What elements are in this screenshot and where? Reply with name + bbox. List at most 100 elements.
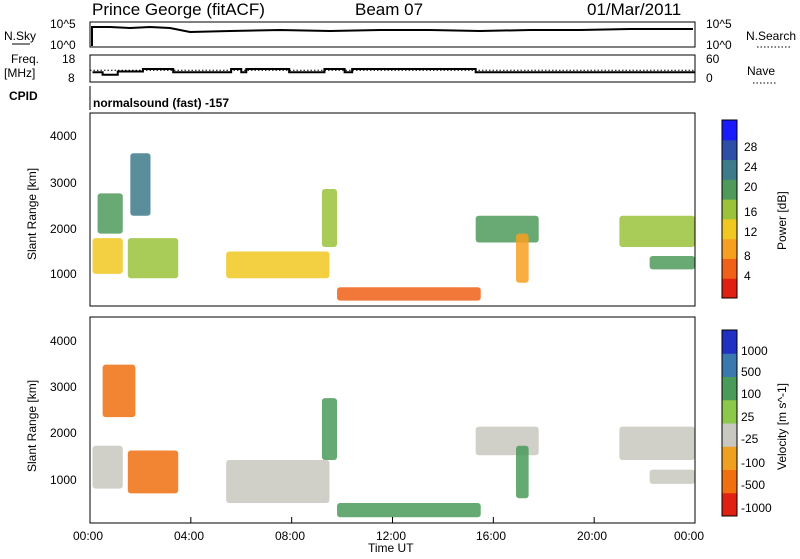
- heat-region-9: [619, 215, 695, 248]
- power-cbar-swatch-2: [722, 238, 737, 259]
- velocity-ylabel: Slant Range [km]: [25, 380, 39, 472]
- velocity-cbar-swatch-7: [722, 330, 737, 354]
- power-cbar-tick-28: 28: [744, 140, 758, 154]
- velocity-cbar-swatch-2: [722, 446, 737, 470]
- velocity-cbar-tick-100: 100: [741, 387, 761, 401]
- heat-region-8: [516, 233, 529, 283]
- heat-region-4: [226, 251, 330, 279]
- xtick-0800: 08:00: [275, 529, 305, 543]
- xtick-0400: 04:00: [174, 529, 204, 543]
- beam-title: Beam 07: [355, 0, 423, 19]
- x-axis-label: Time UT: [368, 541, 414, 554]
- power-cbar-swatch-6: [722, 159, 737, 180]
- nsky-panel-frame: [89, 21, 696, 48]
- velocity-ytick-1000: 1000: [50, 473, 77, 487]
- station-title: Prince George (fitACF): [92, 0, 265, 19]
- power-ytick-4000: 4000: [50, 129, 77, 143]
- freq-unit: [MHz]: [4, 66, 35, 80]
- velocity-cbar-swatch-0: [722, 492, 737, 517]
- power-cbar-tick-16: 16: [744, 205, 758, 219]
- velocity-cbar-tick-500: 500: [741, 365, 761, 379]
- velocity-cbar-tick-m1000: -1000: [741, 501, 772, 515]
- heat-region-5: [321, 188, 338, 248]
- power-cbar-swatch-1: [722, 258, 737, 279]
- freq-tick-bottom: 8: [68, 71, 75, 85]
- xtick-0000-end: 00:00: [674, 529, 704, 543]
- velocity-colorbar-label: Velocity [m s^-1]: [775, 383, 789, 470]
- power-cbar-tick-20: 20: [744, 180, 758, 194]
- freq-panel-frame: [89, 54, 696, 83]
- power-ytick-3000: 3000: [50, 176, 77, 190]
- velocity-cbar-tick-m25: -25: [741, 432, 759, 446]
- velocity-ytick-4000: 4000: [50, 334, 77, 348]
- heat-region-10: [649, 255, 695, 270]
- nsky-label: N.Sky: [4, 29, 36, 43]
- velocity-cbar-swatch-6: [722, 353, 737, 377]
- freq-label: Freq.: [11, 52, 39, 66]
- nave-tick-top: 60: [706, 52, 720, 66]
- nave-label: Nave: [747, 64, 775, 78]
- velocity-cbar-swatch-5: [722, 376, 737, 401]
- heat-region-7: [475, 215, 539, 243]
- power-cbar-swatch-0: [722, 278, 737, 299]
- velocity-cbar-tick-1000: 1000: [741, 344, 768, 358]
- velocity-colorbar: [722, 330, 737, 517]
- velocity-cbar-swatch-4: [722, 399, 737, 424]
- power-cbar-swatch-5: [722, 179, 737, 200]
- heat-region-8: [619, 426, 695, 461]
- velocity-cbar-tick-m500: -500: [741, 478, 765, 492]
- xtick-2000: 20:00: [577, 529, 607, 543]
- power-cbar-swatch-7: [722, 139, 737, 161]
- power-colorbar: [722, 120, 737, 299]
- velocity-data-group: [92, 364, 695, 518]
- power-ylabel: Slant Range [km]: [25, 168, 39, 260]
- power-cbar-tick-12: 12: [744, 225, 758, 239]
- power-cbar-swatch-3: [722, 218, 737, 240]
- power-panel-frame: [89, 112, 696, 307]
- nave-tick-bottom: 0: [706, 71, 713, 85]
- velocity-cbar-tick-m100: -100: [741, 456, 765, 470]
- power-cbar-tick-24: 24: [744, 160, 758, 174]
- heat-region-0: [92, 445, 123, 489]
- power-data-group: [92, 153, 695, 301]
- freq-tick-top: 18: [62, 52, 76, 66]
- freq-series-group: [90, 68, 695, 76]
- xtick-1200: 12:00: [376, 529, 406, 543]
- heat-region-5: [337, 502, 481, 518]
- power-cbar-tick-8: 8: [744, 249, 751, 263]
- power-cbar-swatch-4: [722, 199, 737, 220]
- velocity-ytick-2000: 2000: [50, 426, 77, 440]
- freq-line: [92, 68, 695, 76]
- heat-region-2: [127, 450, 179, 494]
- velocity-cbar-swatch-3: [722, 423, 737, 447]
- heat-region-2: [127, 238, 179, 279]
- heat-region-0: [92, 238, 123, 274]
- velocity-cbar-tick-25: 25: [741, 410, 755, 424]
- velocity-colorbar-frame: [721, 329, 738, 517]
- power-ytick-2000: 2000: [50, 222, 77, 236]
- power-ytick-1000: 1000: [50, 267, 77, 281]
- heat-region-3: [130, 153, 151, 216]
- heat-region-1: [102, 364, 136, 418]
- nsearch-tick-top: 10^5: [706, 17, 732, 31]
- xtick-0000: 00:00: [73, 529, 103, 543]
- heat-region-3: [226, 460, 330, 503]
- cpid-text: normalsound (fast) -157: [93, 96, 229, 110]
- power-colorbar-frame: [721, 119, 738, 299]
- heat-region-6: [475, 426, 539, 456]
- power-colorbar-label: Power [dB]: [775, 191, 789, 250]
- heat-region-6: [337, 287, 481, 301]
- heat-region-4: [321, 398, 338, 461]
- power-cbar-tick-4: 4: [744, 269, 751, 283]
- cpid-label: CPID: [9, 89, 38, 103]
- x-axis: [89, 517, 696, 523]
- velocity-cbar-swatch-1: [722, 469, 737, 494]
- nsearch-tick-bottom: 10^0: [706, 38, 732, 52]
- nsky-trace: [91, 25, 693, 46]
- nsky-tick-top: 10^5: [50, 17, 76, 31]
- velocity-panel-frame: [89, 316, 696, 524]
- nsky-tick-bottom: 10^0: [50, 38, 76, 52]
- heat-region-7: [516, 445, 529, 499]
- heat-region-1: [97, 193, 123, 234]
